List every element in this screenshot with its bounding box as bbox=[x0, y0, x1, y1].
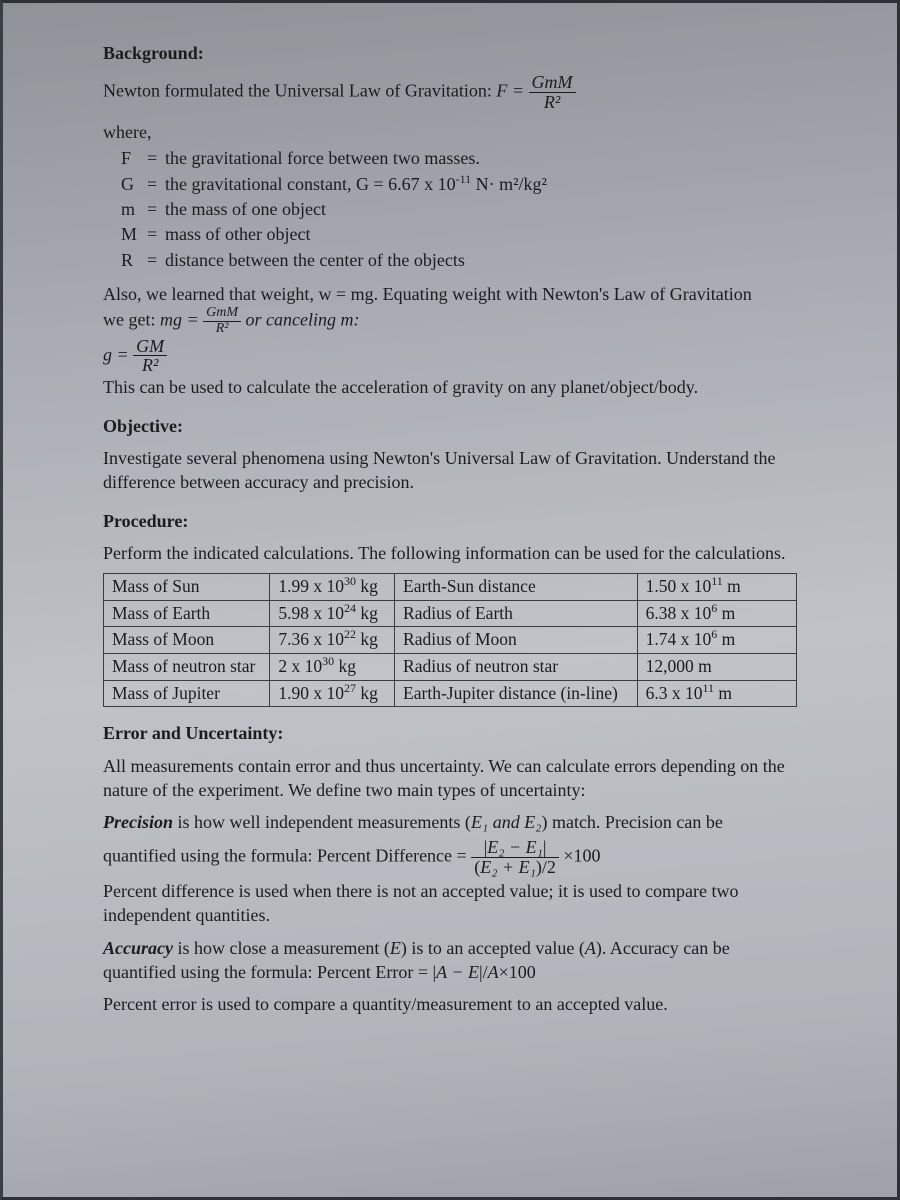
def-sym: M bbox=[121, 222, 147, 246]
eq-fraction: GmM R² bbox=[529, 73, 576, 112]
table-cell: Mass of Sun bbox=[104, 574, 270, 601]
procedure-text: Perform the indicated calculations. The … bbox=[103, 541, 797, 565]
accuracy-note: Percent error is used to compare a quant… bbox=[103, 992, 797, 1016]
table-cell: Mass of neutron star bbox=[104, 653, 270, 680]
heading-error: Error and Uncertainty: bbox=[103, 721, 797, 745]
table-cell: 6.3 x 1011 m bbox=[637, 680, 796, 707]
table-row: Mass of Jupiter1.90 x 1027 kgEarth-Jupit… bbox=[104, 680, 797, 707]
def-text: mass of other object bbox=[165, 222, 797, 246]
precision-note: Percent difference is used when there is… bbox=[103, 879, 797, 928]
def-sym: G bbox=[121, 172, 147, 196]
def-sym: F bbox=[121, 146, 147, 170]
accuracy-p: Accuracy is how close a measurement (E) … bbox=[103, 936, 797, 985]
heading-background: Background: bbox=[103, 41, 797, 65]
table-row: Mass of Sun1.99 x 1030 kgEarth-Sun dista… bbox=[104, 574, 797, 601]
table-cell: 1.74 x 106 m bbox=[637, 627, 796, 654]
deriv-p2: we get: mg = GmM R² or canceling m: bbox=[103, 306, 797, 336]
def-text: the gravitational constant, G = 6.67 x 1… bbox=[165, 172, 797, 196]
deriv-frac1: GmM R² bbox=[203, 306, 241, 336]
def-text: the gravitational force between two mass… bbox=[165, 146, 797, 170]
def-eq: = bbox=[147, 222, 165, 246]
table-cell: 6.38 x 106 m bbox=[637, 600, 796, 627]
definitions-grid: F=the gravitational force between two ma… bbox=[121, 146, 797, 271]
deriv-p3: g = GM R² bbox=[103, 337, 797, 376]
table-cell: Mass of Earth bbox=[104, 600, 270, 627]
document-frame: { "headings": { "background": "Backgroun… bbox=[0, 0, 900, 1200]
table-cell: Radius of neutron star bbox=[395, 653, 638, 680]
objective-text: Investigate several phenomena using Newt… bbox=[103, 446, 797, 495]
deriv-p1: Also, we learned that weight, w = mg. Eq… bbox=[103, 282, 797, 306]
eq-num: GmM bbox=[529, 73, 576, 93]
eq-den: R² bbox=[529, 93, 576, 112]
table-cell: 2 x 1030 kg bbox=[270, 653, 395, 680]
def-text: distance between the center of the objec… bbox=[165, 248, 797, 272]
table-cell: Earth-Sun distance bbox=[395, 574, 638, 601]
document-body: { "headings": { "background": "Backgroun… bbox=[23, 21, 877, 1031]
eq-lhs: F = bbox=[496, 81, 524, 101]
table-cell: 12,000 m bbox=[637, 653, 796, 680]
intro-line: Newton formulated the Universal Law of G… bbox=[103, 73, 797, 112]
table-cell: 5.98 x 1024 kg bbox=[270, 600, 395, 627]
precision-p1: Precision is how well independent measur… bbox=[103, 810, 797, 834]
table-cell: Earth-Jupiter distance (in-line) bbox=[395, 680, 638, 707]
def-eq: = bbox=[147, 197, 165, 221]
intro-text: Newton formulated the Universal Law of G… bbox=[103, 81, 496, 101]
precision-frac: |E₂ − E₁| (E₂ + E₁)/2 bbox=[471, 838, 559, 877]
constants-table: Mass of Sun1.99 x 1030 kgEarth-Sun dista… bbox=[103, 573, 797, 707]
table-cell: Mass of Moon bbox=[104, 627, 270, 654]
table-cell: Mass of Jupiter bbox=[104, 680, 270, 707]
table-cell: Radius of Earth bbox=[395, 600, 638, 627]
table-cell: 1.50 x 1011 m bbox=[637, 574, 796, 601]
table-cell: 7.36 x 1022 kg bbox=[270, 627, 395, 654]
def-sym: m bbox=[121, 197, 147, 221]
def-eq: = bbox=[147, 172, 165, 196]
def-eq: = bbox=[147, 248, 165, 272]
deriv-p4: This can be used to calculate the accele… bbox=[103, 375, 797, 399]
heading-objective: Objective: bbox=[103, 414, 797, 438]
table-row: Mass of Moon7.36 x 1022 kgRadius of Moon… bbox=[104, 627, 797, 654]
where-label: where, bbox=[103, 120, 797, 144]
precision-p2: quantified using the formula: Percent Di… bbox=[103, 838, 797, 877]
def-eq: = bbox=[147, 146, 165, 170]
error-p1: All measurements contain error and thus … bbox=[103, 754, 797, 803]
table-row: Mass of neutron star2 x 1030 kgRadius of… bbox=[104, 653, 797, 680]
deriv-frac2: GM R² bbox=[133, 337, 167, 376]
def-sym: R bbox=[121, 248, 147, 272]
table-cell: 1.90 x 1027 kg bbox=[270, 680, 395, 707]
table-cell: 1.99 x 1030 kg bbox=[270, 574, 395, 601]
heading-procedure: Procedure: bbox=[103, 509, 797, 533]
def-text: the mass of one object bbox=[165, 197, 797, 221]
table-cell: Radius of Moon bbox=[395, 627, 638, 654]
table-row: Mass of Earth5.98 x 1024 kgRadius of Ear… bbox=[104, 600, 797, 627]
